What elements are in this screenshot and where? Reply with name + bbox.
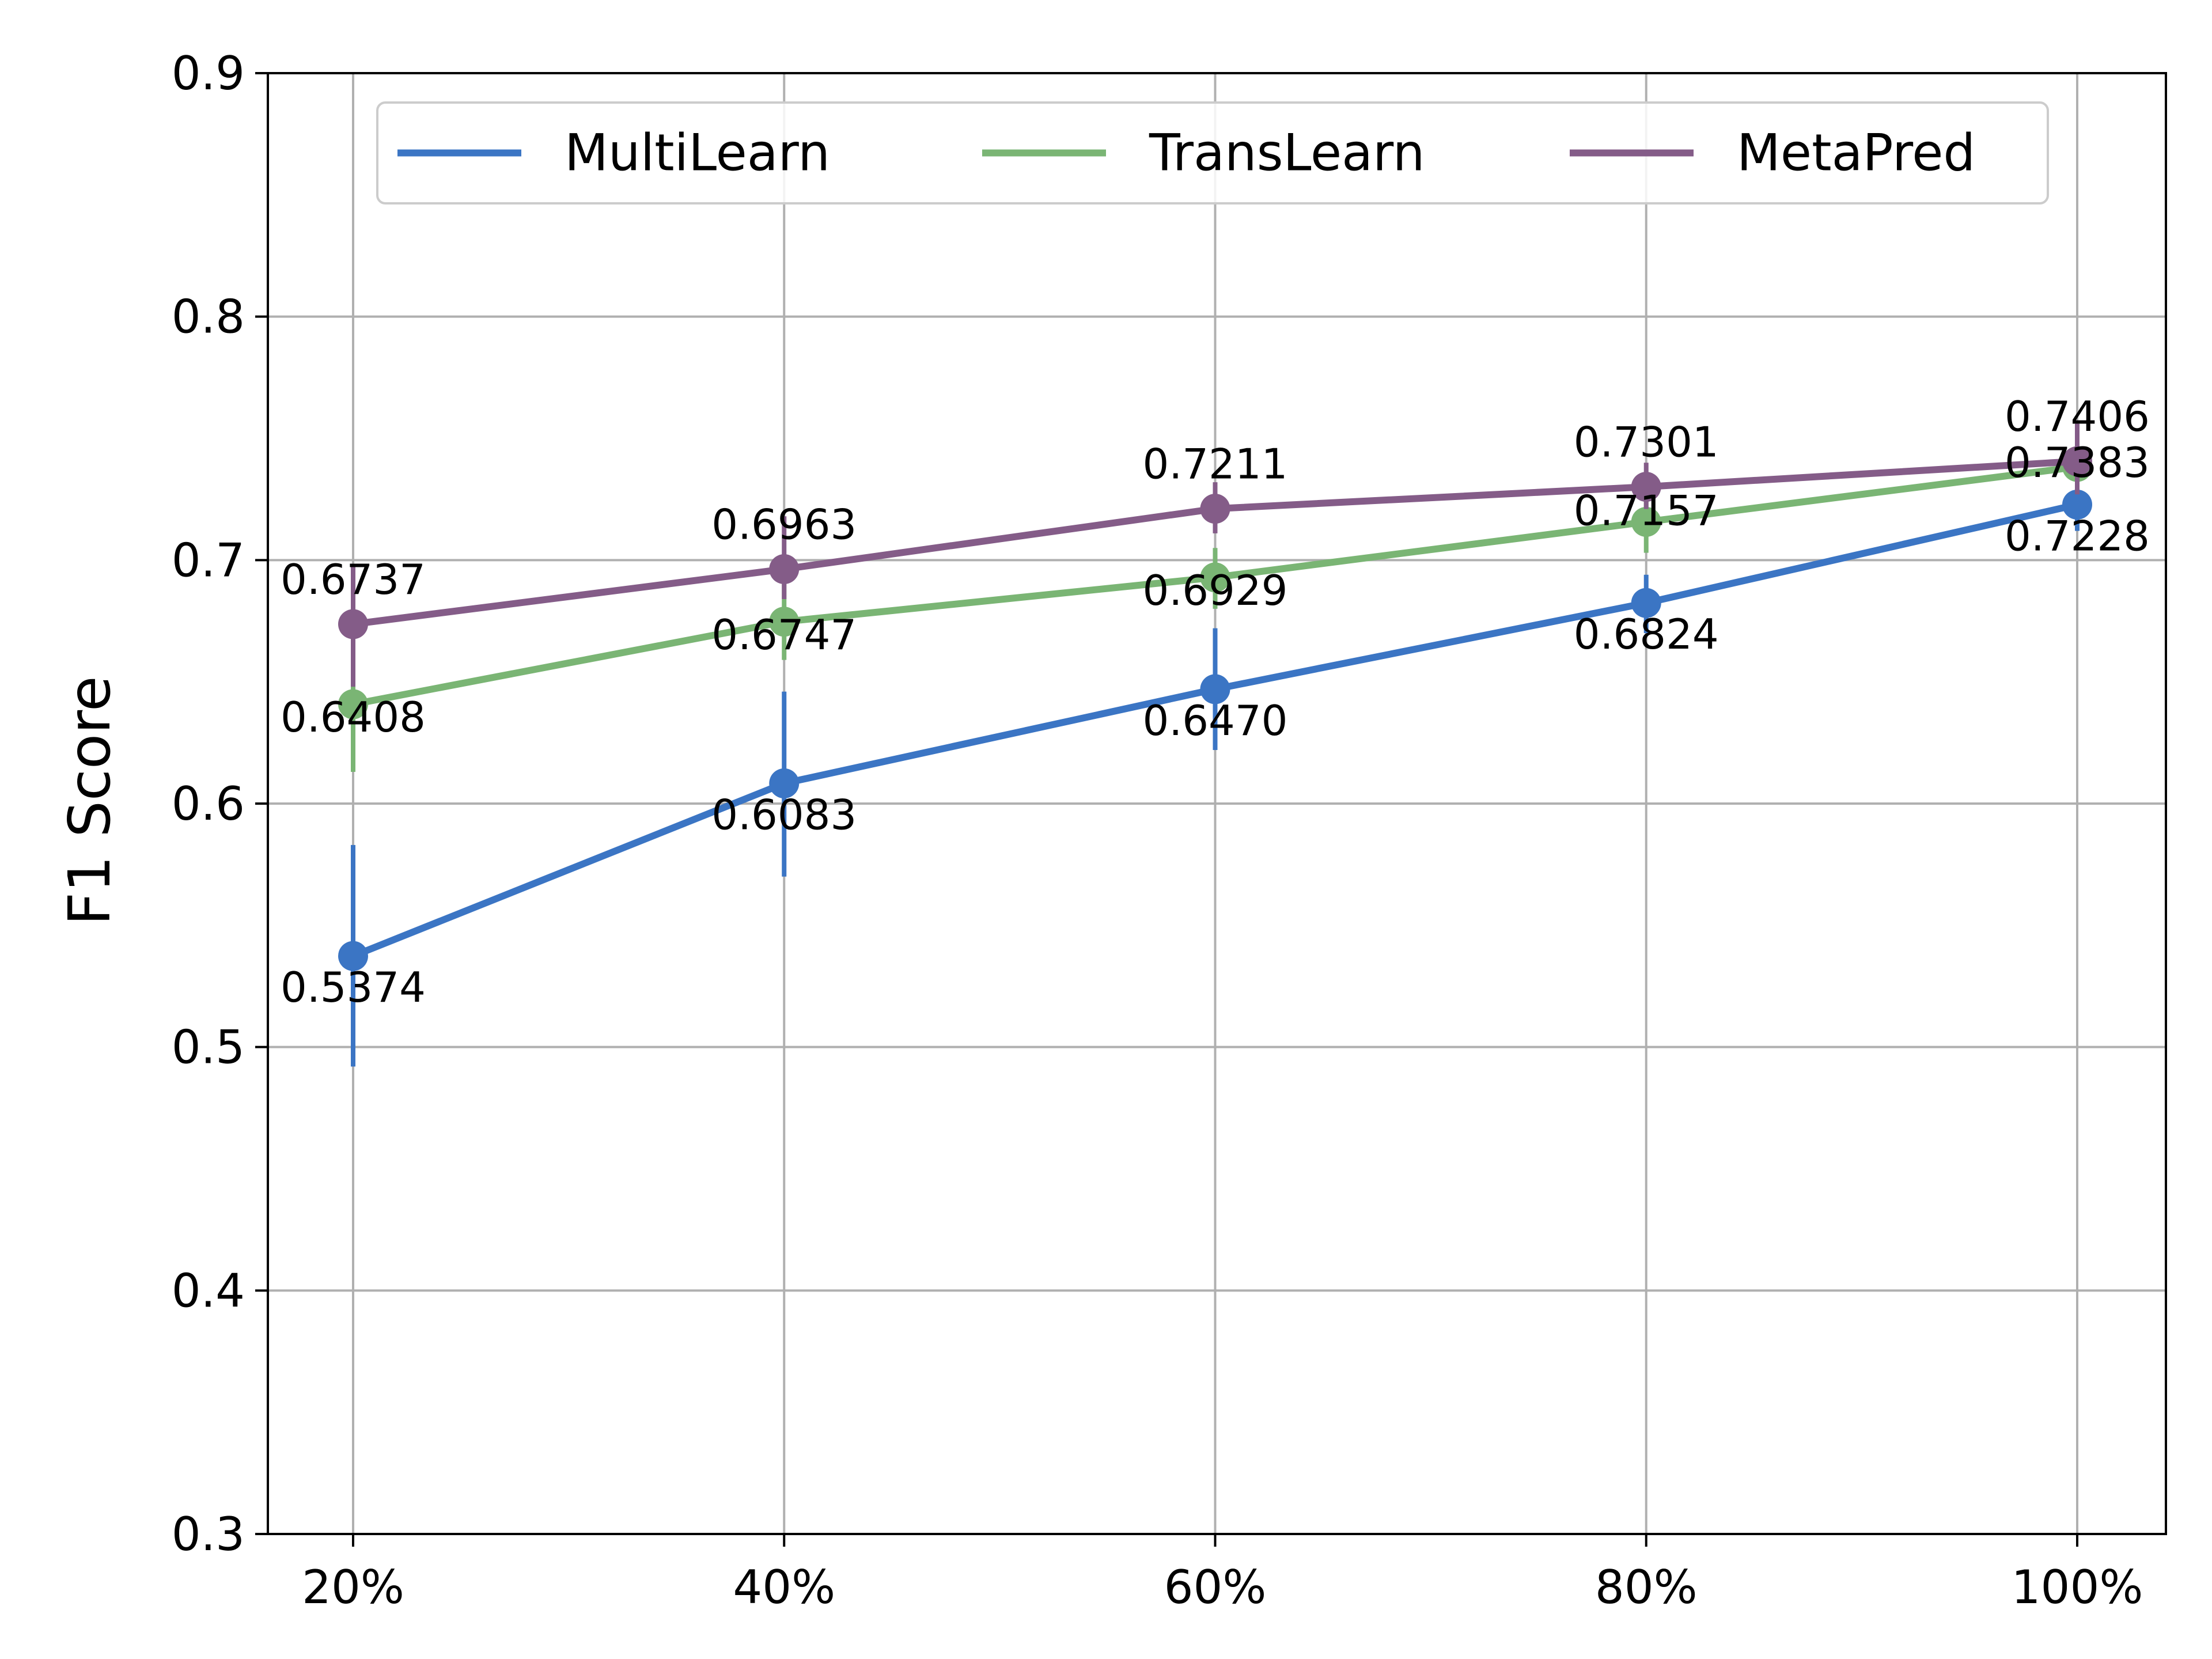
data-point [1200, 674, 1230, 704]
data-point [338, 941, 368, 971]
y-tick-label: 0.9 [172, 47, 245, 100]
x-tick-label: 40% [733, 1560, 835, 1614]
data-label: 0.6747 [711, 611, 857, 659]
y-tick-label: 0.7 [172, 533, 245, 587]
data-point [338, 609, 368, 639]
data-label: 0.7383 [2005, 438, 2150, 487]
legend-label: TransLearn [1149, 123, 1425, 183]
x-tick-label: 80% [1595, 1560, 1698, 1614]
data-point [769, 607, 800, 637]
data-label: 0.7211 [1143, 440, 1288, 488]
plot-frame [267, 72, 2167, 1535]
data-label: 0.6737 [281, 555, 426, 604]
y-axis-title: F1 Score [56, 676, 123, 925]
data-point [769, 768, 800, 798]
series-lines [338, 423, 2092, 1067]
data-label: 0.6408 [281, 693, 426, 741]
data-point [2062, 446, 2092, 476]
y-tick-label: 0.8 [172, 290, 245, 344]
legend-label: MultiLearn [565, 123, 830, 183]
series-metapred [338, 423, 2092, 687]
x-tick-label: 60% [1164, 1560, 1267, 1614]
data-label: 0.5374 [281, 963, 426, 1012]
y-tick-label: 0.4 [172, 1264, 245, 1317]
data-point [338, 689, 368, 719]
data-label: 0.6470 [1143, 696, 1288, 745]
legend-label: MetaPred [1737, 123, 1975, 183]
data-label: 0.7406 [2005, 392, 2150, 441]
series-multilearn [338, 477, 2092, 1067]
data-label: 0.7157 [1574, 486, 1719, 535]
data-point [769, 554, 800, 584]
data-label: 0.7228 [2005, 512, 2150, 560]
data-label: 0.6929 [1143, 566, 1288, 615]
data-point [1631, 506, 1661, 537]
data-point [1200, 562, 1230, 593]
y-tick-label: 0.3 [172, 1508, 245, 1561]
y-tick-label: 0.5 [172, 1021, 245, 1074]
y-axis-ticks: 0.3 0.4 0.5 0.6 0.7 0.8 0.9 [172, 47, 268, 1561]
data-label: 0.7301 [1574, 418, 1719, 467]
legend-box [376, 101, 2049, 204]
legend: MultiLearn TransLearn MetaPred [376, 101, 2049, 204]
data-point [2062, 489, 2092, 520]
data-label: 0.6824 [1574, 610, 1719, 658]
data-point [1631, 472, 1661, 502]
data-labels: 0.5374 0.6083 0.6470 0.6824 0.7228 0.6408 0.67… [281, 392, 2150, 1012]
data-label: 0.6963 [711, 500, 857, 548]
y-tick-label: 0.6 [172, 777, 245, 831]
x-tick-label: 20% [302, 1560, 404, 1614]
x-axis-ticks: 20% 40% 60% 80% 100% [302, 1534, 2143, 1614]
x-tick-label: 100% [2012, 1560, 2143, 1614]
data-point [1200, 494, 1230, 524]
data-label: 0.6083 [711, 790, 857, 839]
data-point [1631, 588, 1661, 618]
